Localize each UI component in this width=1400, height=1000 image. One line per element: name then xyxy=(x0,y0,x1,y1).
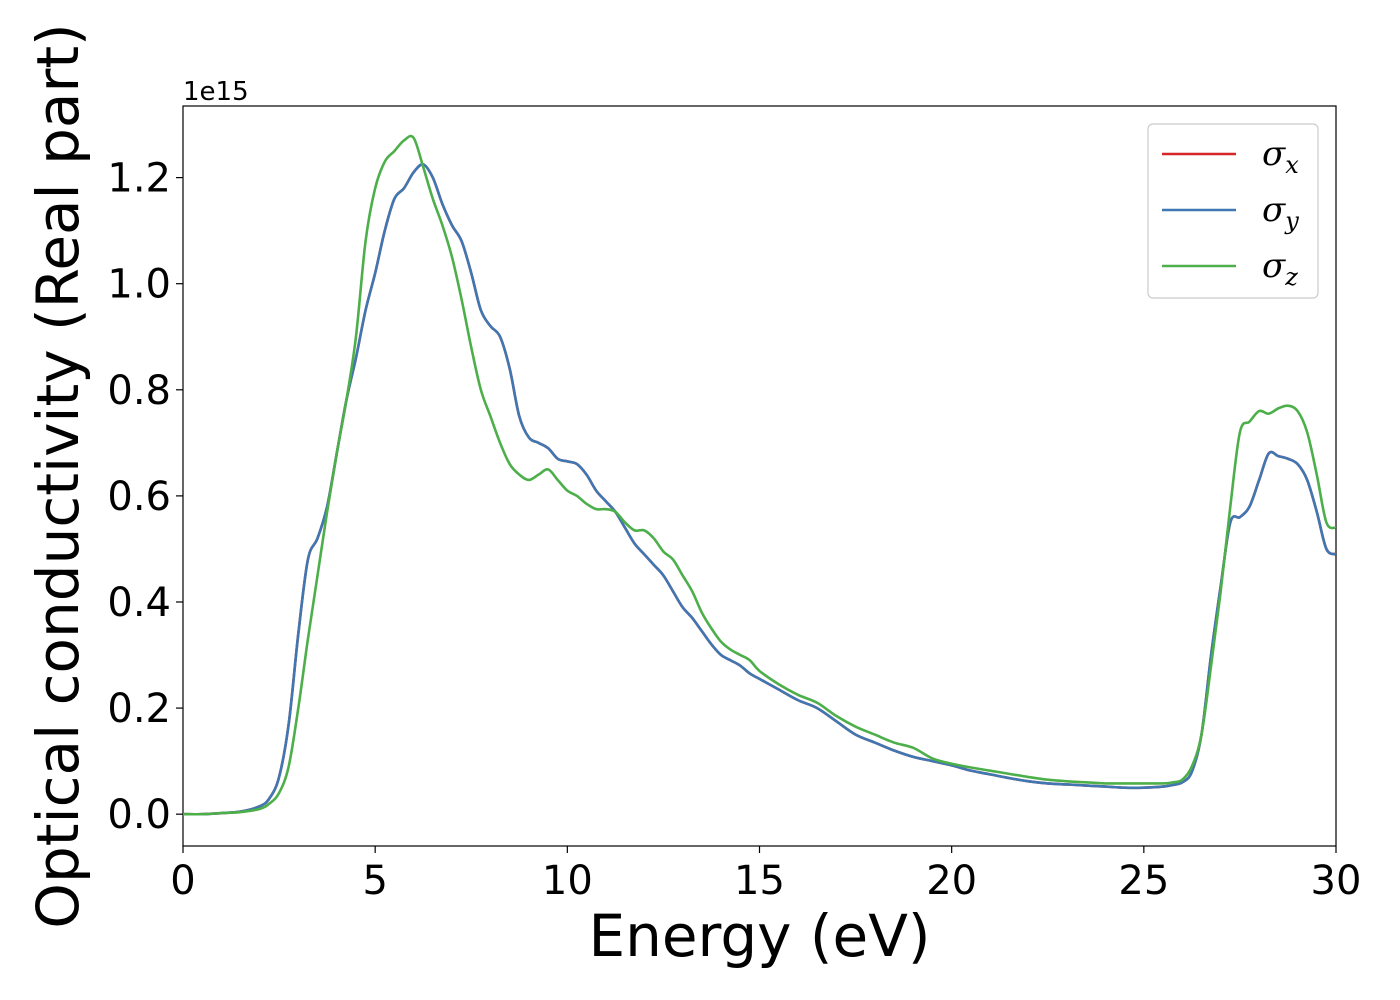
x-tick-label: 20 xyxy=(926,858,977,904)
y-tick-label: 0.6 xyxy=(107,474,171,520)
legend-label-z: σz xyxy=(1262,246,1298,291)
y-tick-label: 0.8 xyxy=(107,368,171,414)
y-axis-ticks: 0.0 0.2 0.4 0.6 0.8 1.0 1.2 xyxy=(107,156,183,838)
series-layer xyxy=(183,134,1336,816)
y-axis-label: Optical conductivity (Real part) xyxy=(24,23,92,928)
y-axis-offset-label: 1e15 xyxy=(183,77,249,107)
x-axis-ticks: 0 5 10 15 20 25 30 xyxy=(170,846,1361,904)
x-tick-label: 10 xyxy=(542,858,593,904)
x-tick-label: 5 xyxy=(362,858,387,904)
y-tick-label: 0.0 xyxy=(107,792,171,838)
x-tick-label: 25 xyxy=(1118,858,1169,904)
x-axis-label: Energy (eV) xyxy=(588,902,930,970)
series-line-y xyxy=(183,162,1336,816)
series-line-z xyxy=(183,134,1336,816)
x-tick-label: 15 xyxy=(734,858,785,904)
y-tick-label: 1.0 xyxy=(107,262,171,308)
legend-label-y: σy xyxy=(1262,190,1299,235)
y-tick-label: 0.2 xyxy=(107,686,171,732)
legend-label-x: σx xyxy=(1262,134,1299,179)
legend: σx σy σz xyxy=(1147,123,1319,299)
y-tick-label: 0.4 xyxy=(107,580,171,626)
x-tick-label: 0 xyxy=(170,858,195,904)
y-tick-label: 1.2 xyxy=(107,156,171,202)
x-tick-label: 30 xyxy=(1311,858,1362,904)
